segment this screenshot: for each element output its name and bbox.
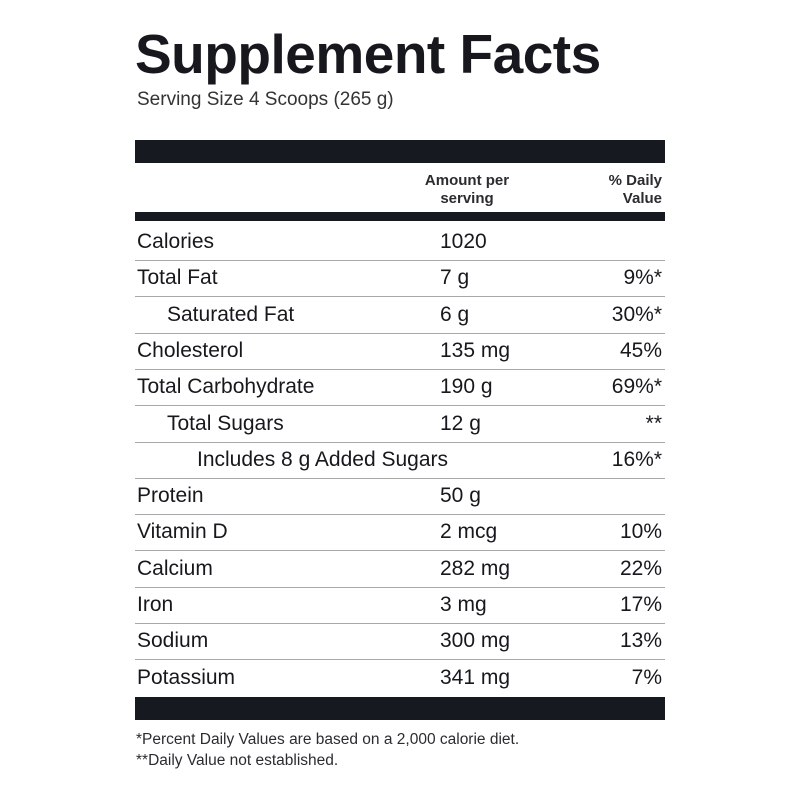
nutrient-name: Saturated Fat xyxy=(167,302,295,326)
nutrient-name: Sodium xyxy=(137,629,209,653)
row-rule xyxy=(135,550,665,551)
amount: 6 g xyxy=(440,302,470,326)
daily-value: 69%* xyxy=(611,375,662,399)
daily-value: 7% xyxy=(631,665,662,689)
amount: 2 mcg xyxy=(440,520,498,544)
bottom-bar xyxy=(135,697,665,720)
row-rule xyxy=(135,333,665,334)
daily-value: 17% xyxy=(619,593,662,616)
amount: 12 g xyxy=(440,411,481,435)
amount: 1020 xyxy=(440,230,487,253)
top-bar xyxy=(135,140,665,163)
amount: 135 mg xyxy=(440,338,511,362)
amount: 7 g xyxy=(440,266,470,290)
amount: 3 mg xyxy=(440,593,487,616)
nutrient-name: Includes 8 g Added Sugars xyxy=(197,447,449,471)
daily-value: 45% xyxy=(619,338,662,362)
daily-value: 16%* xyxy=(611,447,662,471)
daily-value: 22% xyxy=(619,556,662,580)
row-rule xyxy=(135,260,665,261)
daily-value: 30%* xyxy=(611,302,662,326)
nutrient-name: Total Fat xyxy=(137,266,218,290)
row-rule xyxy=(135,659,665,660)
row-rule xyxy=(135,478,665,479)
daily-value: 9%* xyxy=(623,266,662,290)
amount: 50 g xyxy=(440,484,481,508)
nutrient-name: Calories xyxy=(137,230,215,253)
daily-value: 13% xyxy=(619,629,662,653)
amount-header: Amount per serving xyxy=(424,172,510,207)
nutrient-name: Vitamin D xyxy=(137,520,228,544)
row-rule xyxy=(135,623,665,624)
nutrient-name: Calcium xyxy=(137,556,213,580)
header-bar xyxy=(135,212,665,221)
amount: 190 g xyxy=(440,375,493,399)
amount: 300 mg xyxy=(440,629,511,653)
nutrient-name: Iron xyxy=(137,593,174,616)
footnote: *Percent Daily Values are based on a 2,0… xyxy=(136,731,520,748)
row-rule xyxy=(135,442,665,443)
row-rule xyxy=(135,405,665,406)
nutrient-name: Cholesterol xyxy=(137,338,244,362)
nutrient-name: Protein xyxy=(137,484,204,508)
row-rule xyxy=(135,587,665,588)
daily-value-header: % Daily Value xyxy=(608,172,662,207)
footnote: **Daily Value not established. xyxy=(136,752,339,769)
nutrient-name: Total Carbohydrate xyxy=(137,375,315,399)
serving-size: Serving Size 4 Scoops (265 g) xyxy=(137,89,394,110)
nutrient-name: Total Sugars xyxy=(167,411,284,435)
row-rule xyxy=(135,514,665,515)
nutrient-name: Potassium xyxy=(137,665,236,689)
amount: 341 mg xyxy=(440,665,511,689)
row-rule xyxy=(135,369,665,370)
title: Supplement Facts xyxy=(135,23,601,85)
daily-value: 10% xyxy=(619,520,662,544)
row-rule xyxy=(135,296,665,297)
amount: 282 mg xyxy=(440,556,511,580)
daily-value: ** xyxy=(645,411,662,435)
